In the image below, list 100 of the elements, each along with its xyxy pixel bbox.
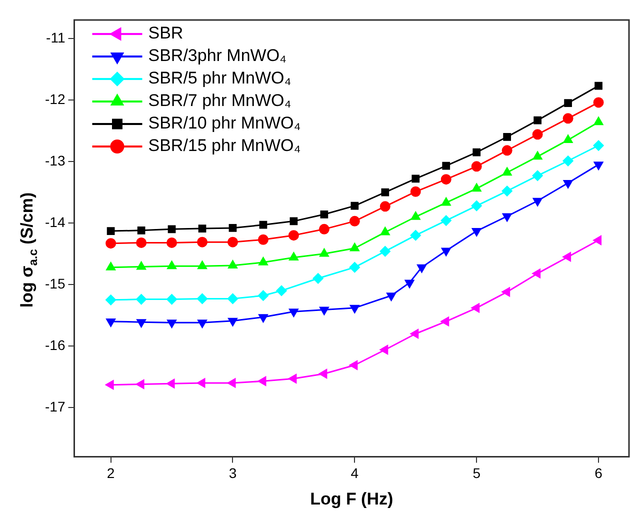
point <box>441 248 451 256</box>
point <box>198 320 207 328</box>
point <box>417 264 426 273</box>
point <box>471 303 480 313</box>
legend-label: SBR/15 phr MnWO₄ <box>148 136 301 156</box>
point <box>106 262 116 270</box>
point <box>318 369 328 378</box>
point <box>593 236 602 245</box>
point <box>106 238 116 249</box>
point <box>349 360 358 370</box>
point <box>380 246 390 257</box>
point <box>440 316 450 326</box>
point <box>136 294 147 305</box>
x-axis-title: Log F (Hz) <box>310 489 394 508</box>
point <box>441 197 451 206</box>
point <box>562 156 574 166</box>
point <box>442 162 450 170</box>
point <box>290 217 298 226</box>
point <box>197 378 206 388</box>
y-tick-label: -17 <box>45 398 66 414</box>
point <box>258 257 268 266</box>
point <box>312 273 324 284</box>
point <box>563 180 573 188</box>
point <box>227 378 236 388</box>
point <box>380 345 388 354</box>
x-tick-label: 5 <box>472 465 481 482</box>
point <box>472 228 482 236</box>
point <box>136 261 146 270</box>
point <box>106 318 116 327</box>
point <box>166 294 178 305</box>
point <box>594 116 604 126</box>
point <box>594 162 604 170</box>
point <box>532 151 542 160</box>
legend-label: SBR/7 phr MnWO₄ <box>148 91 292 110</box>
y-tick-label: -13 <box>45 152 66 168</box>
point <box>349 216 360 226</box>
point <box>502 213 512 222</box>
point <box>593 140 604 151</box>
point <box>106 227 115 235</box>
point <box>594 82 602 90</box>
legend-label: SBR <box>148 24 184 43</box>
point <box>386 292 396 301</box>
legend-label: SBR/3phr MnWO₄ <box>148 46 287 66</box>
point <box>227 293 238 304</box>
point <box>472 148 481 156</box>
point <box>197 236 208 248</box>
point <box>258 376 266 386</box>
x-tick-label: 4 <box>350 465 359 482</box>
y-tick-label: -14 <box>45 214 66 230</box>
point <box>198 260 207 270</box>
point <box>381 188 390 196</box>
point <box>228 260 238 268</box>
y-tick-label: -11 <box>46 29 66 46</box>
point <box>259 220 268 229</box>
point <box>289 252 298 260</box>
point <box>440 215 452 226</box>
point <box>258 234 268 245</box>
point <box>562 113 574 124</box>
x-tick-label: 6 <box>594 465 603 482</box>
point <box>227 236 238 248</box>
point <box>166 378 175 388</box>
point <box>168 225 176 234</box>
point <box>350 304 360 314</box>
y-tick-label: -12 <box>45 90 66 107</box>
point <box>198 224 206 232</box>
point <box>532 129 543 140</box>
point <box>380 227 390 236</box>
point <box>258 314 268 322</box>
point <box>410 186 421 197</box>
point <box>534 116 542 124</box>
point <box>593 97 604 108</box>
x-tick-label: 2 <box>106 465 115 482</box>
point <box>532 268 541 278</box>
point <box>228 224 237 232</box>
point <box>320 248 329 257</box>
point <box>136 319 146 328</box>
point <box>471 200 482 212</box>
point <box>276 285 287 296</box>
legend-label: SBR/5 phr MnWO₄ <box>148 68 292 88</box>
point <box>166 237 178 248</box>
point <box>380 201 390 212</box>
point <box>502 145 512 156</box>
point <box>503 132 512 141</box>
point <box>167 260 176 270</box>
point <box>258 290 268 301</box>
point <box>106 380 114 390</box>
point <box>136 237 147 248</box>
point <box>320 210 328 218</box>
point <box>502 167 512 176</box>
point <box>197 293 208 304</box>
point <box>350 202 359 210</box>
point <box>562 252 572 262</box>
point <box>320 306 329 316</box>
point <box>288 374 297 384</box>
point <box>564 99 572 107</box>
point <box>502 186 512 196</box>
point <box>440 174 452 185</box>
point <box>472 183 482 192</box>
point <box>410 329 419 338</box>
point <box>136 380 144 389</box>
